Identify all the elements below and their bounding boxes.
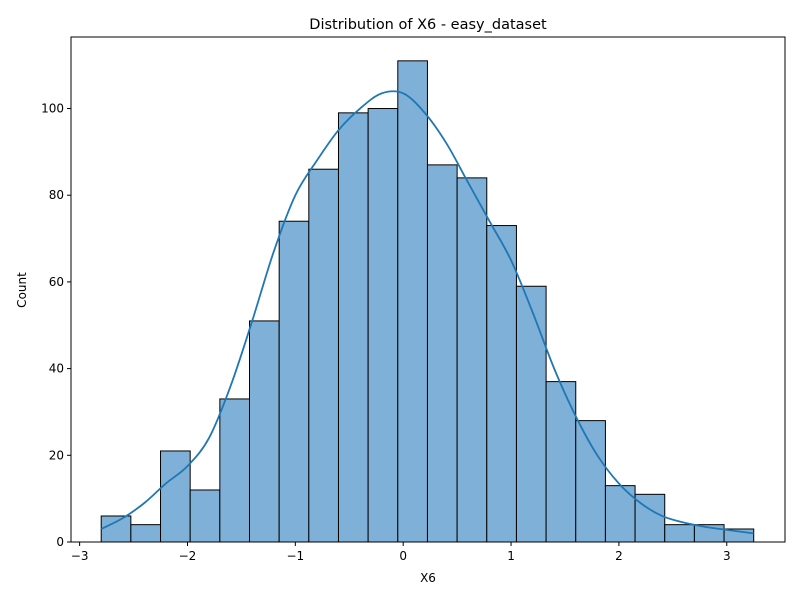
y-axis-label: Count	[15, 272, 29, 308]
histogram-bar	[249, 320, 280, 543]
x-axis-ticks: −3 −2 −1 0 1 2 3	[71, 542, 731, 563]
y-tick-label: 0	[56, 535, 64, 549]
histogram-bar	[189, 489, 221, 543]
histogram-bar	[397, 60, 428, 543]
histogram-bar	[486, 225, 517, 543]
chart-title: Distribution of X6 - easy_dataset	[309, 17, 547, 33]
histogram-bar	[664, 524, 695, 543]
x-tick-label: 0	[399, 549, 407, 563]
histogram-bar	[337, 112, 369, 543]
histogram-bar	[515, 285, 547, 543]
histogram-bar	[130, 524, 162, 543]
histogram-bar	[160, 450, 191, 543]
x-tick-label: 2	[615, 549, 623, 563]
histogram-bar	[219, 398, 250, 543]
bars-group	[100, 60, 755, 543]
y-tick-label: 80	[49, 188, 64, 202]
plot-frame	[70, 36, 786, 543]
y-axis-ticks: 0 20 40 60 80 100	[41, 102, 71, 549]
histogram-bar	[367, 108, 399, 543]
x-tick-label: −3	[71, 549, 89, 563]
y-tick-label: 60	[49, 275, 64, 289]
x-tick-label: 3	[723, 549, 731, 563]
histogram-bar	[426, 164, 458, 543]
kde-curve	[100, 90, 754, 535]
x-axis-label: X6	[420, 571, 436, 585]
y-tick-label: 100	[41, 102, 64, 116]
y-tick-label: 40	[49, 362, 64, 376]
x-tick-label: −1	[286, 549, 304, 563]
histogram-bar	[456, 177, 488, 543]
histogram-bar	[308, 168, 339, 543]
histogram-bar	[545, 381, 577, 543]
x-tick-label: 1	[507, 549, 515, 563]
histogram-bar	[100, 515, 132, 543]
x-tick-label: −2	[179, 549, 197, 563]
histogram-bar	[278, 220, 310, 543]
histogram-bar	[575, 420, 606, 543]
y-tick-label: 20	[49, 448, 64, 462]
